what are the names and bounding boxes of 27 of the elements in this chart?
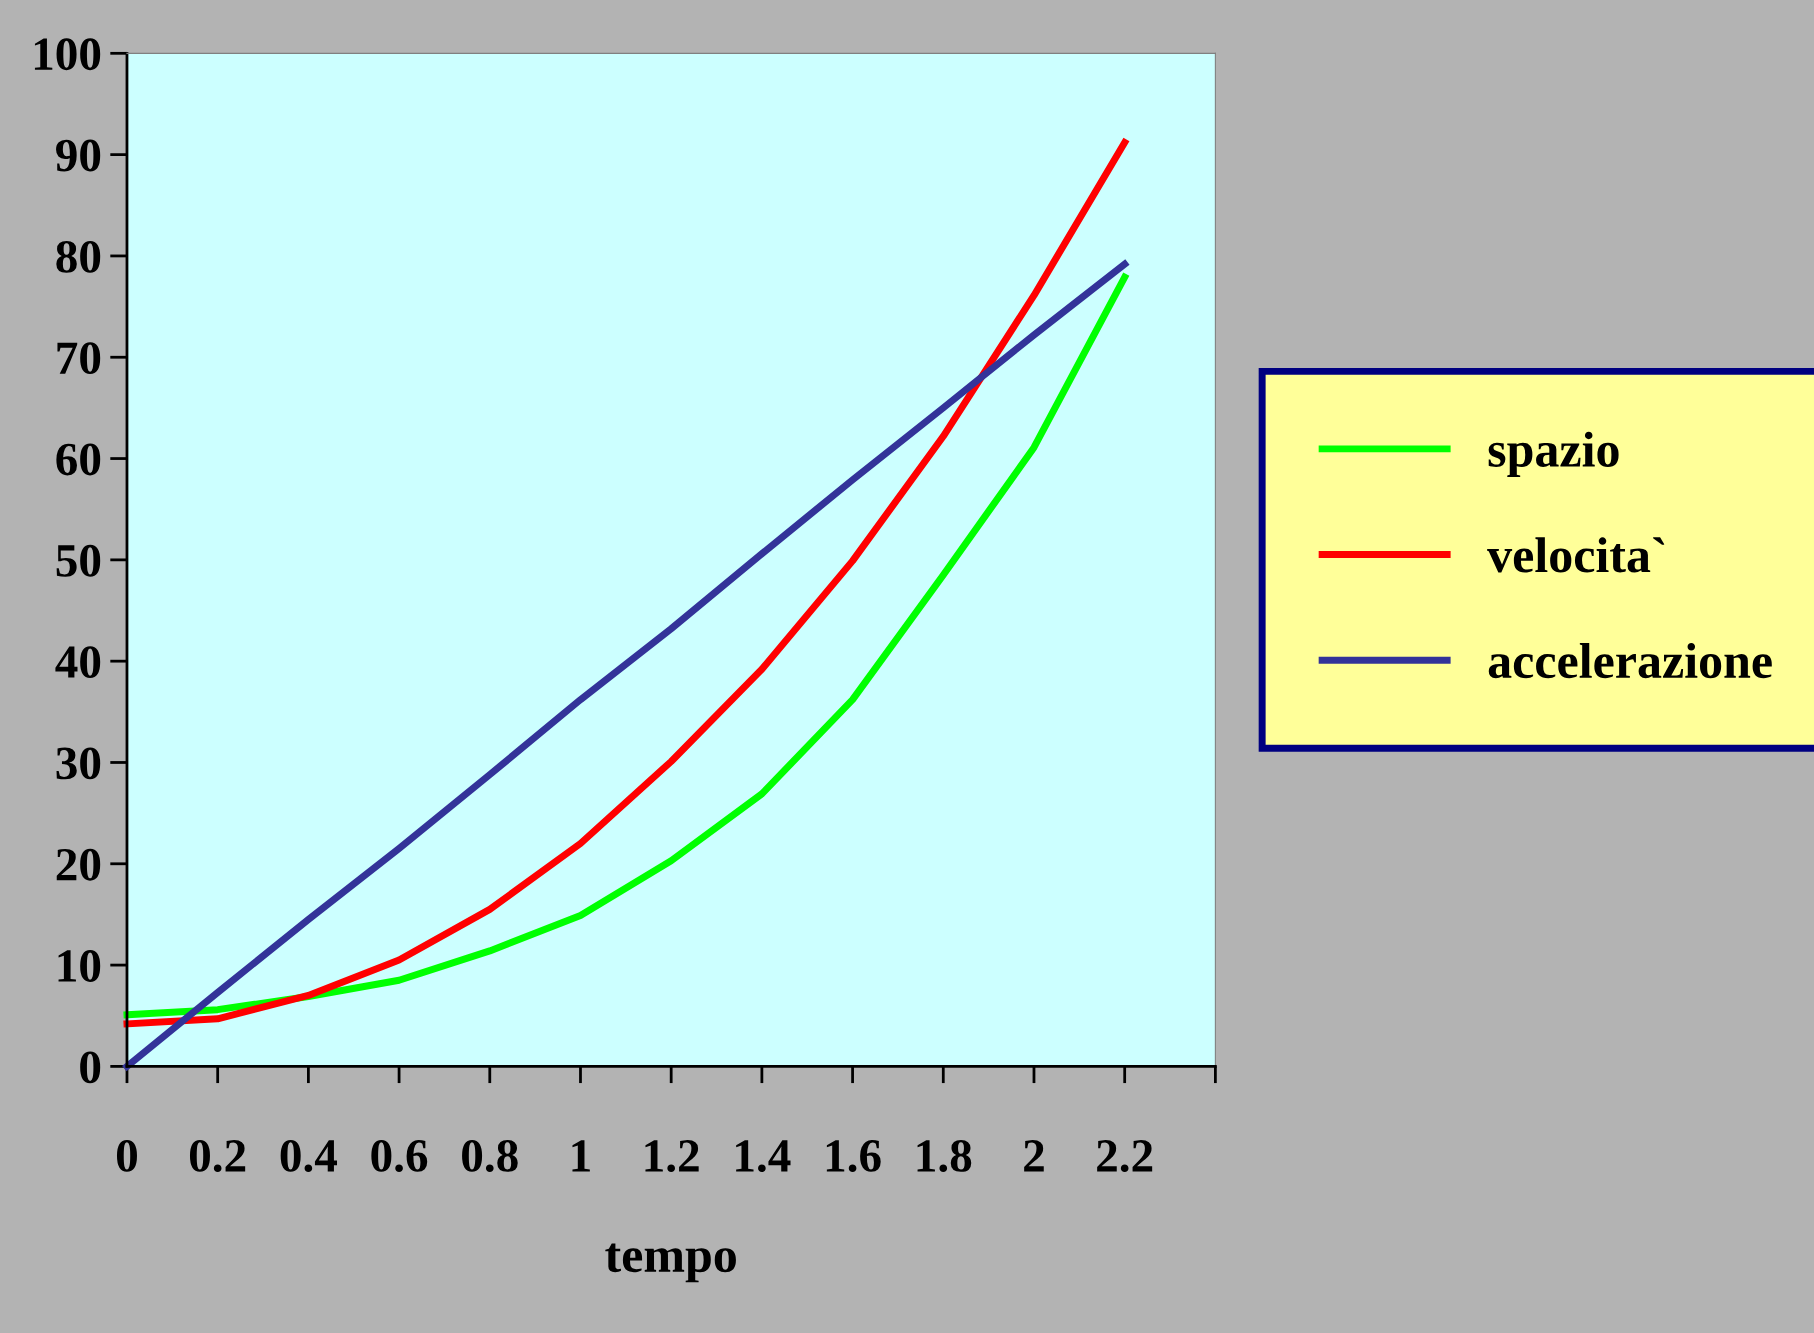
x-tick-label: 1.2 [645, 1140, 699, 1173]
legend-label: accelerazione [1488, 642, 1772, 679]
x-tick-label: 0.2 [189, 1139, 246, 1173]
y-tick-label: 0 [80, 1051, 101, 1084]
x-tick-label: 2.2 [1097, 1140, 1153, 1173]
x-tick-label: 1.8 [917, 1139, 972, 1173]
x-tick-label: 0 [116, 1139, 137, 1172]
y-tick-label: 50 [56, 544, 101, 577]
y-tick-label: 70 [57, 342, 101, 375]
y-tick-label: 60 [56, 443, 101, 476]
y-tick-label: 90 [56, 139, 101, 172]
x-axis-title: tempo [605, 1243, 736, 1283]
x-tick-label: 2 [1024, 1140, 1044, 1172]
x-tick-label: 1.4 [736, 1140, 791, 1173]
x-tick-label: 1 [572, 1140, 590, 1172]
x-tick-label: 1.6 [826, 1140, 881, 1173]
y-tick-label: 80 [56, 240, 101, 273]
x-tick-label: 0.8 [462, 1139, 518, 1173]
x-tick-label: 0.4 [280, 1139, 338, 1173]
y-tick-label: 100 [34, 38, 101, 71]
y-tick-label: 30 [56, 747, 101, 780]
y-tick-label: 40 [55, 646, 101, 679]
y-tick-label: 20 [56, 848, 101, 881]
y-tick-label: 10 [58, 950, 101, 982]
legend-label: velocita` [1487, 537, 1665, 573]
x-tick-label: 0.6 [371, 1139, 428, 1173]
legend-label: spazio [1488, 431, 1619, 478]
